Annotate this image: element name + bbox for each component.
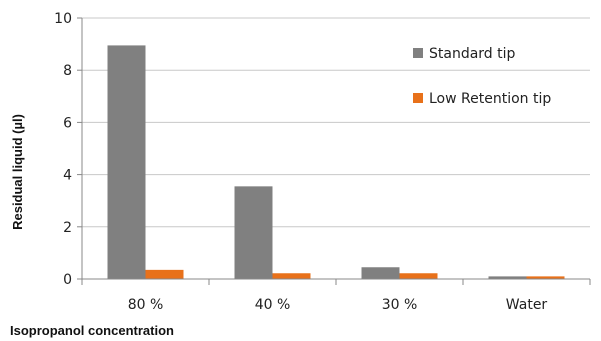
x-tick-label: 40 % [255, 297, 291, 313]
x-axis-title: Isopropanol concentration [10, 323, 174, 338]
legend-swatch [413, 93, 423, 103]
bars [107, 45, 565, 279]
y-tick-label: 2 [63, 220, 72, 236]
x-tick-label: 80 % [128, 297, 164, 313]
bar-standard-tip [234, 186, 273, 279]
x-tick-label: 30 % [382, 297, 418, 313]
y-tick-label: 8 [63, 63, 72, 79]
y-tick-label: 10 [54, 11, 72, 27]
legend-swatch [413, 48, 423, 58]
bar-low-retention-tip [145, 269, 184, 279]
legend-label: Low Retention tip [429, 91, 551, 107]
y-axis-title: Residual liquid (µl) [10, 114, 25, 230]
bar-standard-tip [488, 276, 527, 279]
bar-low-retention-tip [526, 276, 565, 279]
bar-low-retention-tip [399, 273, 438, 279]
y-axis-ticks: 0 2 4 6 8 10 [54, 11, 83, 288]
bar-low-retention-tip [272, 273, 311, 279]
bar-standard-tip [361, 267, 400, 279]
y-tick-label: 4 [63, 168, 72, 184]
x-axis: 80 % 40 % 30 % Water [81, 278, 591, 313]
legend: Standard tip Low Retention tip [413, 46, 551, 107]
y-tick-label: 0 [63, 272, 72, 288]
bar-standard-tip [107, 45, 146, 279]
y-tick-label: 6 [63, 115, 72, 131]
x-tick-label: Water [506, 297, 548, 313]
legend-label: Standard tip [429, 46, 516, 62]
